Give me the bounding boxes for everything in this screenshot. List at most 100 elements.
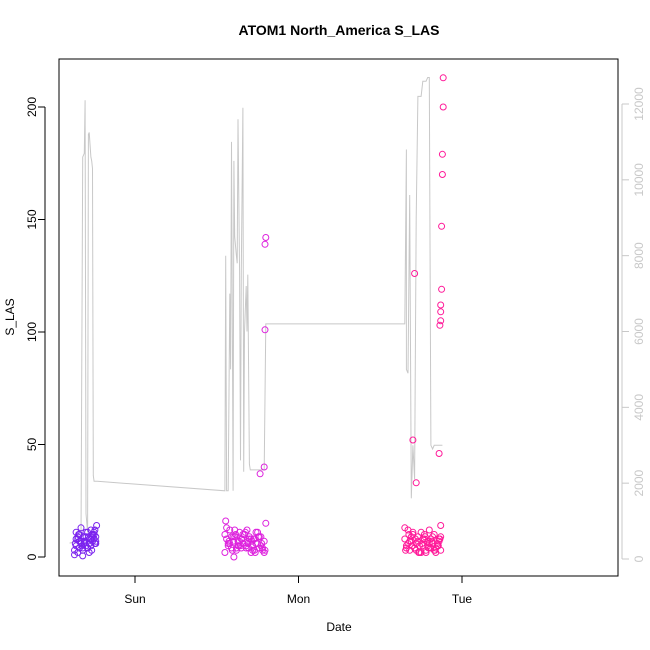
data-point xyxy=(435,450,443,457)
data-point xyxy=(232,544,240,552)
y-tick-label-right: 10000 xyxy=(632,163,646,197)
data-point xyxy=(262,234,270,241)
data-point xyxy=(260,463,268,471)
data-point xyxy=(250,535,257,543)
data-point xyxy=(91,526,99,534)
data-point xyxy=(404,540,412,547)
data-point xyxy=(93,522,101,529)
data-point xyxy=(254,528,262,536)
data-point xyxy=(232,531,240,538)
data-point xyxy=(407,533,415,541)
data-point xyxy=(402,546,410,554)
data-point xyxy=(223,524,231,532)
data-point xyxy=(222,517,230,525)
x-axis-label: Date xyxy=(326,620,352,634)
data-point xyxy=(434,542,442,550)
data-point xyxy=(85,540,93,547)
data-point xyxy=(438,222,446,230)
data-point xyxy=(261,240,269,248)
y-tick-label-left: 100 xyxy=(25,322,39,342)
points-layer xyxy=(71,74,447,561)
data-point xyxy=(431,546,439,554)
data-point xyxy=(408,542,416,550)
plot-frame xyxy=(58,58,619,577)
data-point xyxy=(421,533,429,541)
data-point xyxy=(439,103,447,111)
x-axis: Sun Mon Tue xyxy=(124,575,473,606)
data-point xyxy=(230,553,238,561)
data-point xyxy=(438,285,446,293)
data-point xyxy=(437,308,445,316)
data-point xyxy=(221,549,229,556)
y-axis-right: 0 2000 4000 6000 8000 10000 12000 xyxy=(621,87,646,562)
data-point xyxy=(75,544,83,552)
data-point xyxy=(231,526,239,534)
data-point xyxy=(79,552,87,560)
data-point xyxy=(437,301,445,309)
data-point xyxy=(89,533,96,541)
data-point xyxy=(438,150,446,158)
y-tick-label-left: 50 xyxy=(25,438,39,452)
x-tick-label: Mon xyxy=(287,592,310,606)
data-point xyxy=(412,479,420,487)
y-tick-label-left: 150 xyxy=(25,209,39,229)
data-point xyxy=(411,270,419,277)
data-point xyxy=(81,537,89,545)
data-point xyxy=(425,544,432,552)
y-tick-label-left: 0 xyxy=(25,553,39,560)
y-axis-label: S_LAS xyxy=(3,298,17,335)
chart-title: ATOM1 North_America S_LAS xyxy=(239,22,440,38)
y-tick-label-right: 4000 xyxy=(632,394,646,421)
data-point xyxy=(259,546,266,554)
data-point xyxy=(439,74,447,82)
y-tick-label-right: 12000 xyxy=(632,87,646,121)
x-tick-label: Sun xyxy=(124,592,145,606)
data-point xyxy=(251,549,259,556)
data-point xyxy=(405,531,413,538)
data-point xyxy=(72,535,80,543)
data-point xyxy=(228,546,236,554)
data-point xyxy=(438,171,446,178)
line-path xyxy=(69,77,443,544)
series-2 xyxy=(221,234,270,561)
data-point xyxy=(428,537,436,545)
data-point xyxy=(418,540,426,547)
series-1 xyxy=(71,522,101,560)
y-tick-label-right: 2000 xyxy=(632,469,646,496)
y-axis-left: 0 50 100 150 200 xyxy=(25,97,46,560)
y-tick-label-right: 0 xyxy=(632,555,646,562)
data-point xyxy=(92,540,100,547)
data-point xyxy=(82,528,90,536)
data-point xyxy=(436,535,444,543)
data-point xyxy=(425,526,433,534)
data-point xyxy=(243,526,251,534)
data-point xyxy=(262,519,270,527)
data-point xyxy=(401,524,409,532)
y-tick-label-left: 200 xyxy=(25,97,39,117)
data-point xyxy=(429,533,437,541)
data-point xyxy=(256,470,264,478)
series-3 xyxy=(401,74,447,556)
data-point xyxy=(237,542,244,550)
data-point xyxy=(88,546,96,554)
data-point xyxy=(415,549,423,556)
data-point xyxy=(245,544,253,552)
data-point xyxy=(258,540,266,547)
data-point xyxy=(419,535,427,543)
data-point xyxy=(437,522,445,529)
x-tick-label: Tue xyxy=(452,592,473,606)
data-point xyxy=(225,537,233,545)
data-point xyxy=(409,528,417,536)
line-series xyxy=(69,77,443,544)
data-point xyxy=(409,436,417,444)
y-tick-label-right: 6000 xyxy=(632,318,646,345)
data-point xyxy=(92,537,100,545)
y-tick-label-right: 8000 xyxy=(632,242,646,269)
data-point xyxy=(261,546,269,554)
data-point xyxy=(261,326,269,334)
data-point xyxy=(221,531,229,538)
data-point xyxy=(77,524,85,532)
data-point xyxy=(238,535,246,543)
data-point xyxy=(411,535,419,543)
